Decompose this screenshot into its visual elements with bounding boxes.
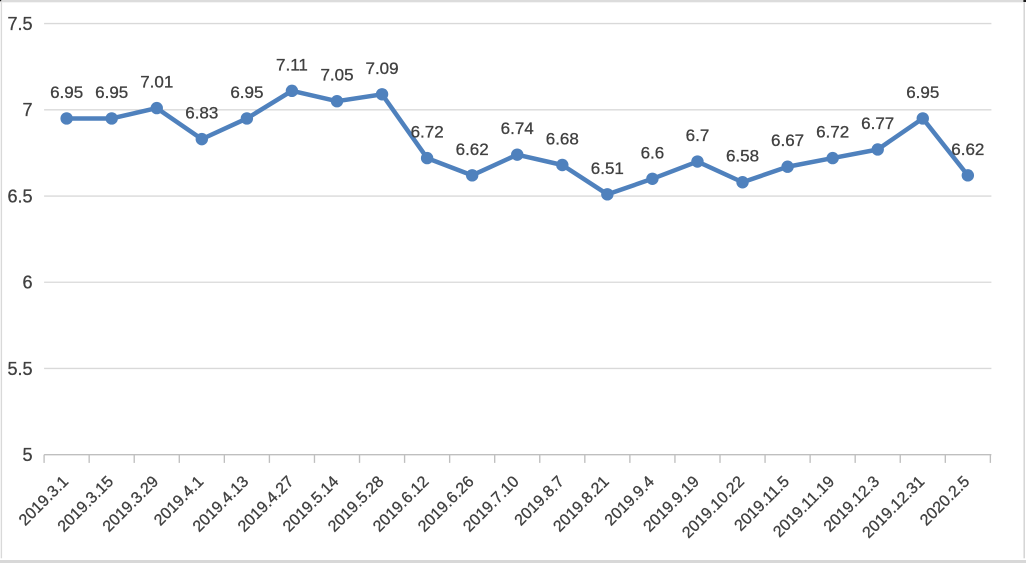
svg-text:6.6: 6.6: [641, 143, 665, 162]
svg-text:6.95: 6.95: [906, 83, 939, 102]
svg-text:6.67: 6.67: [771, 131, 804, 150]
svg-text:6.62: 6.62: [456, 140, 489, 159]
svg-text:7.5: 7.5: [7, 14, 32, 34]
svg-text:6.74: 6.74: [501, 119, 534, 138]
svg-text:6.5: 6.5: [7, 186, 32, 206]
svg-text:6.72: 6.72: [411, 123, 444, 142]
svg-text:7.09: 7.09: [366, 59, 399, 78]
svg-text:6.72: 6.72: [816, 123, 849, 142]
svg-text:6: 6: [22, 273, 32, 293]
svg-text:6.95: 6.95: [95, 83, 128, 102]
svg-text:6.7: 6.7: [686, 126, 710, 145]
svg-text:6.62: 6.62: [951, 140, 984, 159]
svg-text:6.77: 6.77: [861, 114, 894, 133]
svg-text:7.01: 7.01: [140, 73, 173, 92]
svg-text:6.83: 6.83: [185, 104, 218, 123]
svg-text:6.58: 6.58: [726, 147, 759, 166]
svg-text:5: 5: [22, 445, 32, 465]
svg-text:7.05: 7.05: [320, 66, 353, 85]
svg-text:6.95: 6.95: [230, 83, 263, 102]
svg-text:5.5: 5.5: [7, 359, 32, 379]
svg-text:7.11: 7.11: [276, 55, 308, 74]
svg-text:6.68: 6.68: [546, 130, 579, 149]
svg-text:6.95: 6.95: [50, 83, 83, 102]
svg-text:7: 7: [22, 100, 32, 120]
svg-text:6.51: 6.51: [591, 159, 624, 178]
